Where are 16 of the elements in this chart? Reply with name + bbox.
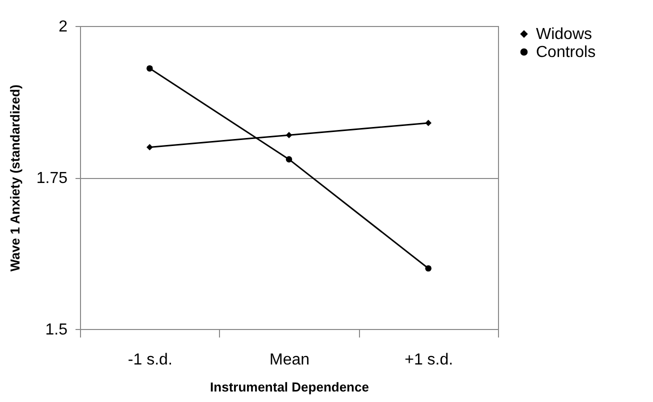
point xyxy=(286,132,292,138)
y-axis-title: Wave 1 Anxiety (standardized) xyxy=(7,84,22,272)
point xyxy=(146,144,153,150)
y-tick-label: 1.5 xyxy=(45,322,68,338)
x-tick-label: -1 s.d. xyxy=(128,352,172,368)
point xyxy=(425,120,432,126)
point xyxy=(425,265,432,272)
y-tick-label: 1.75 xyxy=(36,170,68,187)
point xyxy=(146,65,153,72)
point xyxy=(286,156,292,162)
legend-label: Controls xyxy=(536,44,596,61)
x-axis-title: Instrumental Dependence xyxy=(210,380,369,394)
y-tick-label: 2 xyxy=(58,18,68,36)
x-tick-label: Mean xyxy=(269,352,310,368)
x-tick-label: +1 s.d. xyxy=(404,352,454,368)
legend-label: Widows xyxy=(536,26,592,43)
